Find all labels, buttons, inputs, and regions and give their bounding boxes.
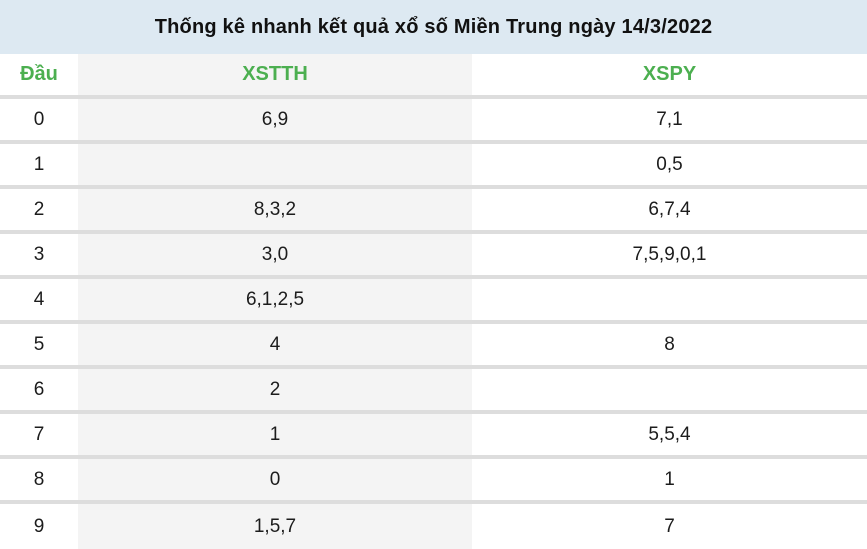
cell-xstth: 1,5,7 <box>78 504 472 549</box>
cell-xspy: 7,5,9,0,1 <box>472 234 867 275</box>
cell-xstth: 6,9 <box>78 99 472 140</box>
table-row-1: 1 0,5 <box>0 144 867 189</box>
cell-xspy: 7,1 <box>472 99 867 140</box>
cell-xstth: 6,1,2,5 <box>78 279 472 320</box>
column-header-dau: Đầu <box>0 54 78 95</box>
table-row-2: 2 8,3,2 6,7,4 <box>0 189 867 234</box>
cell-dau: 8 <box>0 459 78 500</box>
table-row-9: 9 1,5,7 7 <box>0 504 867 549</box>
cell-xspy <box>472 279 867 320</box>
cell-xstth: 2 <box>78 369 472 410</box>
table-row-5: 5 4 8 <box>0 324 867 369</box>
cell-xspy: 6,7,4 <box>472 189 867 230</box>
cell-xstth: 3,0 <box>78 234 472 275</box>
table-row-6: 6 2 <box>0 369 867 414</box>
stats-table: Đầu XSTTH XSPY 0 6,9 7,1 1 0,5 2 8,3,2 6… <box>0 54 867 549</box>
cell-dau: 2 <box>0 189 78 230</box>
cell-dau: 9 <box>0 504 78 549</box>
table-header-row: Đầu XSTTH XSPY <box>0 54 867 99</box>
cell-xspy: 8 <box>472 324 867 365</box>
table-row-8: 8 0 1 <box>0 459 867 504</box>
cell-xspy: 5,5,4 <box>472 414 867 455</box>
column-header-xstth[interactable]: XSTTH <box>78 54 472 95</box>
cell-dau: 0 <box>0 99 78 140</box>
cell-dau: 6 <box>0 369 78 410</box>
cell-xstth: 4 <box>78 324 472 365</box>
cell-xstth <box>78 144 472 185</box>
cell-dau: 3 <box>0 234 78 275</box>
cell-xstth: 8,3,2 <box>78 189 472 230</box>
cell-dau: 4 <box>0 279 78 320</box>
cell-xstth: 1 <box>78 414 472 455</box>
cell-dau: 7 <box>0 414 78 455</box>
cell-xspy: 7 <box>472 504 867 549</box>
column-header-xspy[interactable]: XSPY <box>472 54 867 95</box>
cell-xstth: 0 <box>78 459 472 500</box>
table-row-7: 7 1 5,5,4 <box>0 414 867 459</box>
cell-dau: 5 <box>0 324 78 365</box>
table-row-0: 0 6,9 7,1 <box>0 99 867 144</box>
cell-xspy: 1 <box>472 459 867 500</box>
page-title: Thống kê nhanh kết quả xổ số Miền Trung … <box>0 0 867 54</box>
cell-xspy <box>472 369 867 410</box>
table-row-4: 4 6,1,2,5 <box>0 279 867 324</box>
cell-xspy: 0,5 <box>472 144 867 185</box>
cell-dau: 1 <box>0 144 78 185</box>
table-row-3: 3 3,0 7,5,9,0,1 <box>0 234 867 279</box>
